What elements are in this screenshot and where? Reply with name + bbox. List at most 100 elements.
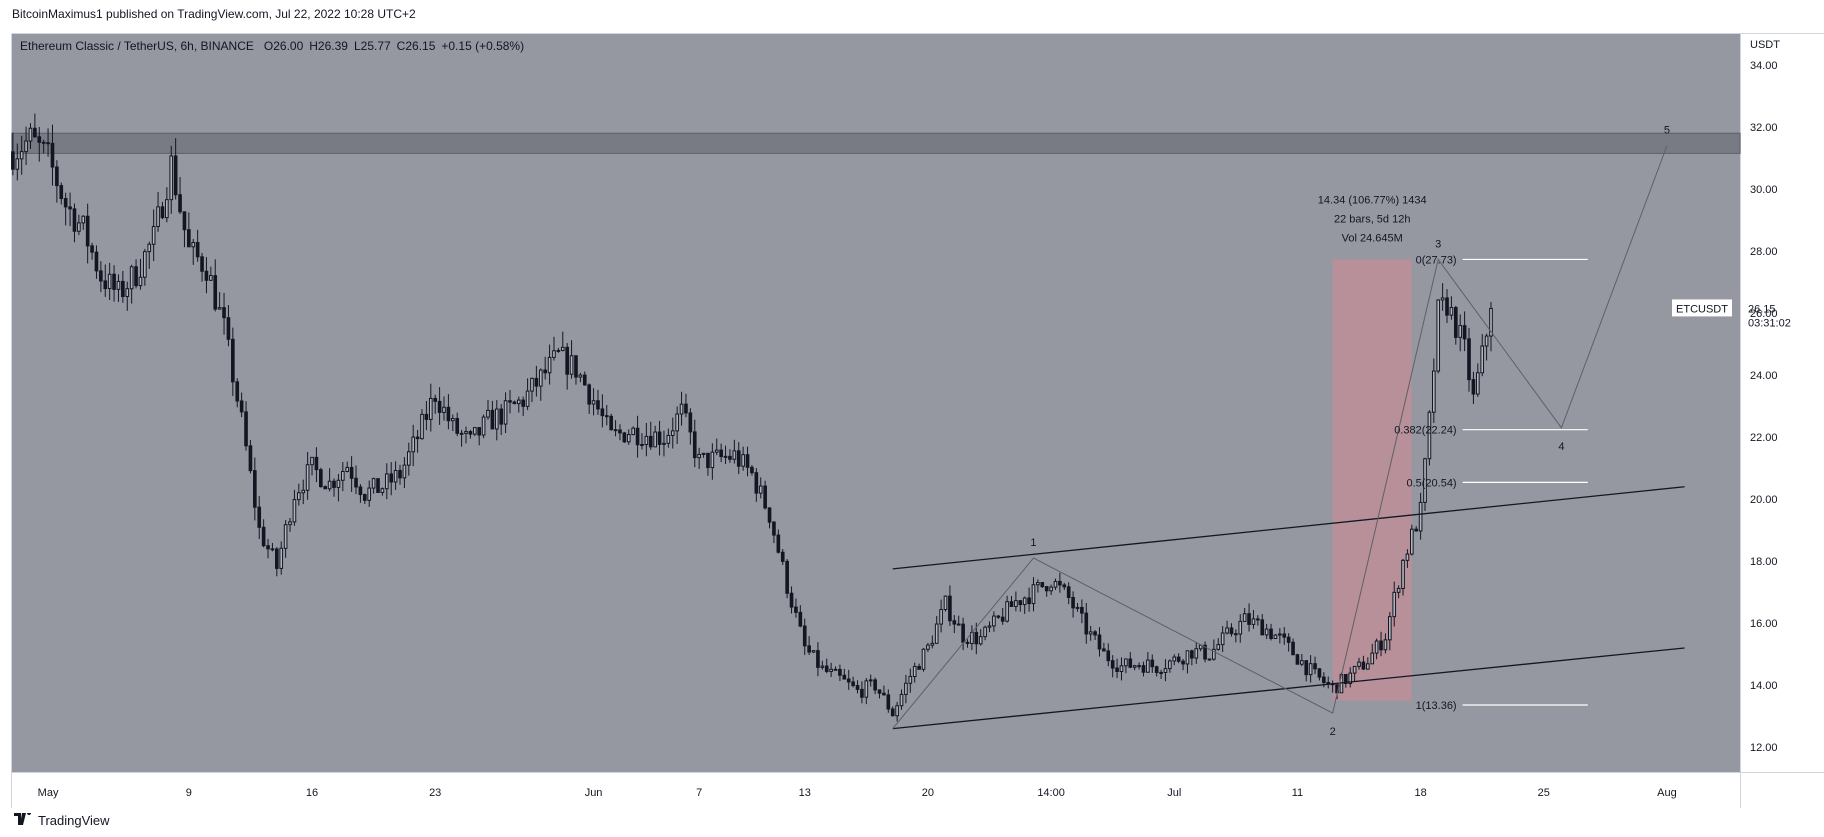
candle-up: [1436, 299, 1441, 372]
wave-label: 3: [1435, 238, 1441, 250]
candle-up: [1458, 325, 1463, 338]
price-axis[interactable]: 34.00 32.00 30.00 28.00 26.00 24.00 22.00 20.00…: [1750, 60, 1778, 754]
candle-up: [530, 377, 534, 392]
candle-down: [587, 384, 591, 405]
candle-down: [41, 141, 46, 144]
candle-down: [816, 650, 820, 668]
candle-down: [103, 280, 108, 290]
candle-up: [904, 682, 908, 695]
price-tick-label: 34.00: [1750, 60, 1778, 72]
candle-down: [222, 307, 226, 319]
resistance-zone[interactable]: [11, 132, 1741, 154]
candle-up: [1137, 665, 1141, 668]
candle-up: [279, 547, 284, 569]
candle-down: [1379, 640, 1383, 651]
candle-down: [121, 280, 125, 297]
candle-down: [1322, 676, 1326, 683]
candle-down: [323, 486, 328, 490]
candle-up: [1264, 628, 1269, 636]
candle-down: [1471, 379, 1476, 395]
candle-down: [745, 454, 750, 468]
candle-down: [882, 692, 886, 696]
time-scale-panel[interactable]: [12, 772, 1740, 808]
candle-down: [1027, 597, 1031, 605]
time-tick-label: 18: [1414, 787, 1426, 799]
candle-down: [657, 431, 662, 445]
candle-up: [714, 449, 719, 453]
candle-up: [428, 397, 433, 420]
candle-down: [838, 668, 842, 676]
candle-down: [490, 409, 495, 430]
candle-down: [917, 665, 921, 670]
candle-down: [1445, 297, 1449, 316]
candle-down: [1203, 644, 1207, 660]
candle-up: [1484, 335, 1489, 347]
candle-down: [266, 545, 270, 550]
price-tick-label: 16.00: [1750, 618, 1778, 630]
candle-up: [288, 521, 292, 526]
candle-down: [1313, 663, 1317, 670]
candle-up: [547, 356, 552, 374]
candle-down: [833, 668, 838, 671]
candle-up: [1242, 613, 1247, 622]
candle-up: [380, 488, 385, 493]
price-scale-panel[interactable]: [1741, 34, 1824, 772]
candle-down: [1141, 665, 1146, 673]
candle-down: [1247, 613, 1251, 625]
candle-down: [270, 548, 275, 551]
candle-up: [1427, 411, 1432, 460]
candle-down: [376, 478, 380, 493]
candle-up: [1119, 665, 1124, 672]
time-tick-label: Jun: [585, 787, 603, 799]
candle-up: [1185, 650, 1190, 665]
candle-up: [1216, 644, 1221, 650]
chart-area[interactable]: Ethereum Classic / TetherUS, 6h, BINANCE…: [0, 26, 1824, 808]
time-tick-label: Jul: [1167, 787, 1181, 799]
candle-down: [173, 155, 178, 196]
candle-down: [468, 431, 473, 435]
elliott-wave-path[interactable]: 1 2 3 4 5: [892, 125, 1670, 738]
candle-up: [81, 215, 86, 224]
candle-up: [1278, 633, 1282, 636]
bar-countdown-label: 03:31:02: [1748, 317, 1791, 329]
candle-up: [301, 489, 306, 494]
price-chart[interactable]: Ethereum Classic / TetherUS, 6h, BINANCE…: [0, 26, 1824, 808]
price-tick-label: 22.00: [1750, 432, 1778, 444]
channel-lines[interactable]: [892, 486, 1685, 730]
candle-down: [358, 486, 363, 496]
candle-down: [1229, 627, 1234, 635]
candle-down: [965, 641, 970, 645]
candle-down: [68, 206, 72, 210]
candle-down: [1295, 654, 1300, 665]
candle-down: [231, 338, 235, 383]
candle-up: [1022, 597, 1027, 606]
fibonacci-levels[interactable]: 0(27.73) 0.382(22.24) 0.5(20.54) 1(13.36): [1394, 254, 1588, 712]
candle-down: [1115, 667, 1119, 672]
candle-up: [560, 346, 565, 351]
candle-up: [1212, 648, 1216, 660]
time-tick-label: Aug: [1657, 787, 1677, 799]
measure-tool[interactable]: 14.34 (106.77%) 1434 22 bars, 5d 12h Vol 2…: [1318, 194, 1427, 701]
candle-down: [455, 418, 460, 434]
candle-up: [662, 442, 666, 445]
candle-down: [1044, 586, 1049, 592]
candle-down: [807, 645, 811, 653]
time-tick-label: 14:00: [1037, 787, 1065, 799]
candle-down: [728, 455, 732, 460]
candle-up: [486, 409, 490, 418]
candle-up: [151, 225, 156, 245]
plot-background[interactable]: [12, 34, 1740, 772]
candle-down: [772, 521, 776, 536]
candle-down: [1106, 650, 1111, 662]
time-axis[interactable]: May 9 16 23 Jun 7 13 20 14:00 Jul 11 18 25 Aug: [38, 787, 1677, 799]
candle-down: [1018, 600, 1023, 606]
candle-up: [723, 455, 728, 458]
candle-down: [776, 534, 781, 553]
candle-down: [1317, 668, 1322, 678]
candle-up: [28, 127, 33, 142]
candle-up: [811, 650, 816, 653]
legend-open-label: O: [264, 39, 273, 53]
candlesticks[interactable]: [11, 113, 1493, 722]
candle-up: [156, 206, 160, 227]
candle-down: [160, 206, 165, 219]
